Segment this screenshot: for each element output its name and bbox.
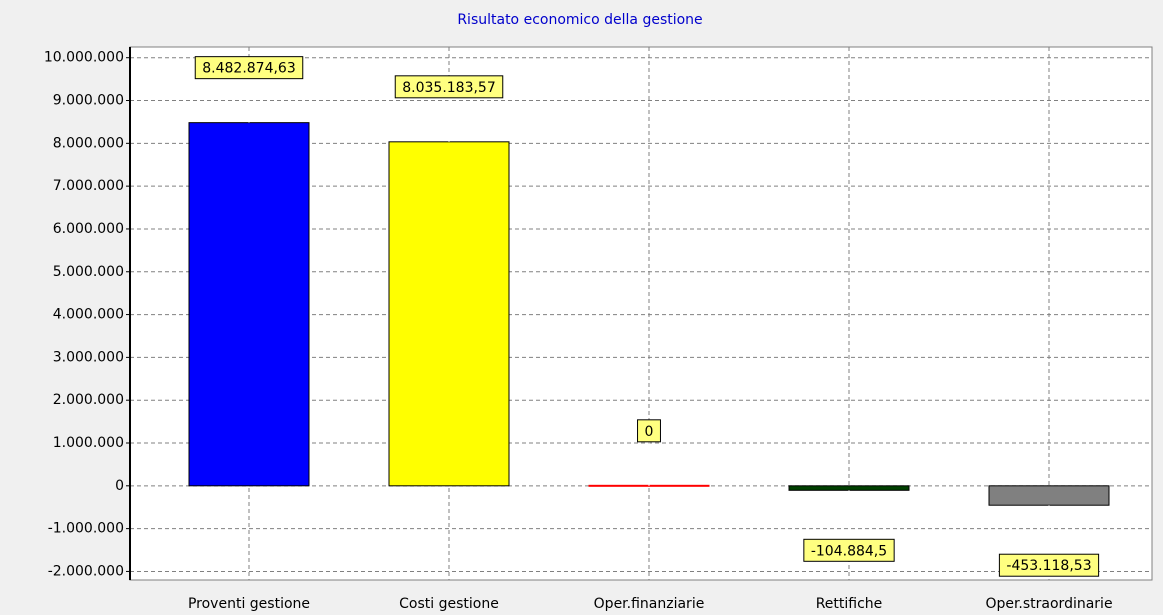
y-tick-label: 3.000.000	[53, 349, 124, 365]
y-tick-label: 2.000.000	[53, 392, 124, 408]
y-tick-label: 8.000.000	[53, 135, 124, 151]
y-tick-label: 10.000.000	[44, 50, 124, 66]
y-tick-label: 7.000.000	[53, 178, 124, 194]
value-label-box	[637, 419, 661, 443]
value-label: 0	[645, 424, 654, 440]
y-tick-label: 5.000.000	[53, 264, 124, 280]
y-tick-label: 9.000.000	[53, 93, 124, 109]
value-label: 8.035.183,57	[402, 80, 496, 96]
value-label-box	[394, 75, 504, 99]
chart-title: Risultato economico della gestione	[457, 12, 702, 28]
bar	[788, 485, 910, 491]
y-tick-label: 4.000.000	[53, 307, 124, 323]
value-label-box	[998, 553, 1100, 577]
y-tick-label: 6.000.000	[53, 221, 124, 237]
bar	[988, 485, 1110, 506]
bar	[388, 141, 510, 487]
x-tick-label: Proventi gestione	[188, 596, 310, 612]
y-tick-label: -1.000.000	[48, 521, 124, 537]
bar	[188, 122, 310, 487]
value-label: -104.884,5	[811, 543, 887, 559]
value-label-box	[194, 56, 304, 80]
y-tick-label: -2.000.000	[48, 563, 124, 579]
value-label: -453.118,53	[1006, 558, 1091, 574]
x-tick-label: Rettifiche	[816, 596, 883, 612]
x-tick-label: Oper.finanziarie	[594, 596, 705, 612]
y-tick-label: 1.000.000	[53, 435, 124, 451]
x-tick-label: Costi gestione	[399, 596, 499, 612]
value-label-box	[803, 538, 895, 562]
value-label: 8.482.874,63	[202, 61, 296, 77]
x-tick-label: Oper.straordinarie	[985, 596, 1112, 612]
y-tick-label: 0	[115, 478, 124, 494]
